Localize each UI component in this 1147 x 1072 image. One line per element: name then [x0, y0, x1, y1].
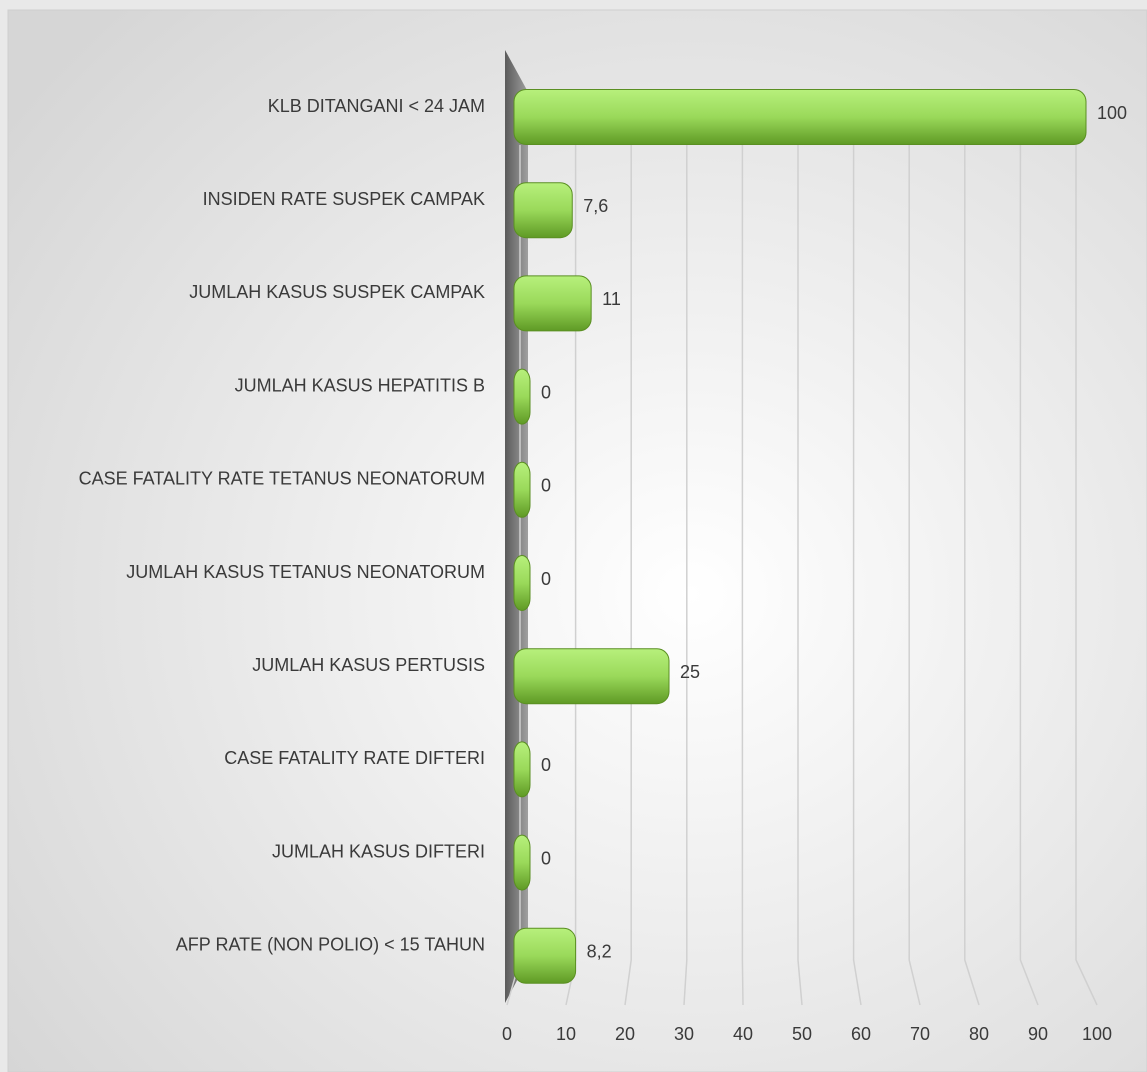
- bar: [513, 741, 531, 798]
- value-label: 0: [541, 755, 551, 775]
- grid-line: [908, 145, 921, 1006]
- grid-line: [624, 145, 632, 1006]
- y-tick-label: JUMLAH KASUS DIFTERI: [272, 841, 485, 861]
- x-tick-label: 20: [615, 1024, 635, 1044]
- value-label: 0: [541, 569, 551, 589]
- grid-line: [1075, 145, 1098, 1006]
- y-tick-label: JUMLAH KASUS TETANUS NEONATORUM: [126, 562, 485, 582]
- grid-line: [683, 145, 688, 1006]
- y-tick-label: JUMLAH KASUS HEPATITIS B: [235, 375, 485, 395]
- value-label: 7,6: [583, 196, 608, 216]
- x-tick-label: 70: [910, 1024, 930, 1044]
- grid-line: [964, 145, 980, 1006]
- bar: [513, 927, 577, 984]
- x-tick-label: 90: [1028, 1024, 1048, 1044]
- value-label: 11: [602, 289, 621, 309]
- bar: [513, 275, 592, 332]
- x-tick-label: 30: [674, 1024, 694, 1044]
- x-tick-label: 60: [851, 1024, 871, 1044]
- y-tick-label: JUMLAH KASUS SUSPEK CAMPAK: [189, 282, 485, 302]
- x-tick-label: 80: [969, 1024, 989, 1044]
- x-tick-label: 100: [1082, 1024, 1112, 1044]
- bar: [513, 182, 573, 239]
- y-tick-label: CASE FATALITY RATE TETANUS NEONATORUM: [79, 469, 485, 489]
- x-tick-label: 40: [733, 1024, 753, 1044]
- bar: [513, 648, 670, 705]
- plot-background: [7, 9, 1147, 1072]
- bar: [513, 834, 531, 891]
- bar: [513, 555, 531, 611]
- value-label: 8,2: [587, 942, 612, 962]
- grid-line: [797, 145, 803, 1006]
- y-tick-label: AFP RATE (NON POLIO) < 15 TAHUN: [176, 935, 485, 955]
- bar: [513, 461, 531, 518]
- y-tick-label: INSIDEN RATE SUSPEK CAMPAK: [203, 189, 485, 209]
- grid-line: [1019, 145, 1039, 1006]
- bar: [513, 89, 1087, 145]
- y-tick-label: JUMLAH KASUS PERTUSIS: [252, 655, 485, 675]
- grid-line: [741, 145, 744, 1006]
- x-tick-label: 0: [502, 1024, 512, 1044]
- y-tick-label: CASE FATALITY RATE DIFTERI: [224, 748, 485, 768]
- x-tick-label: 50: [792, 1024, 812, 1044]
- value-label: 0: [541, 476, 551, 496]
- value-label: 0: [541, 848, 551, 868]
- y-tick-label: KLB DITANGANI < 24 JAM: [268, 96, 485, 116]
- x-tick-label: 10: [556, 1024, 576, 1044]
- value-label: 0: [541, 382, 551, 402]
- grid-line: [852, 145, 862, 1006]
- value-label: 100: [1097, 103, 1127, 123]
- bar: [513, 368, 531, 425]
- value-label: 25: [680, 662, 700, 682]
